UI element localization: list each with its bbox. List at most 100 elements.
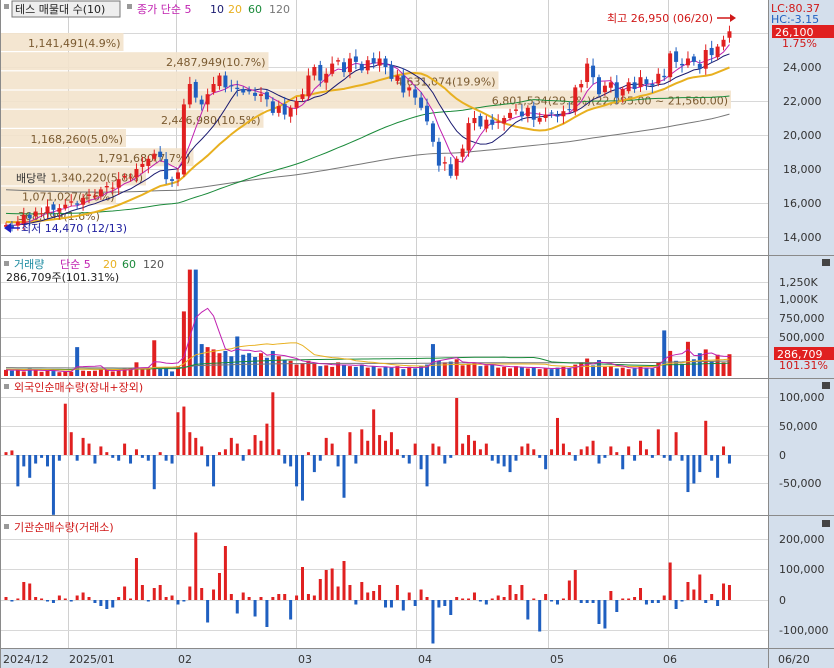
foreign-bar bbox=[603, 455, 607, 458]
close-icon[interactable] bbox=[822, 259, 830, 266]
candle bbox=[685, 58, 690, 66]
y-tick: 0 bbox=[779, 594, 786, 607]
institution-bar bbox=[544, 594, 548, 600]
institution-bar bbox=[75, 595, 79, 600]
panel-handle-icon[interactable] bbox=[4, 4, 9, 9]
volume-bar bbox=[98, 369, 103, 376]
x-tick: 06 bbox=[663, 653, 677, 666]
panel-handle-icon[interactable] bbox=[4, 384, 9, 389]
institution-bar bbox=[698, 574, 702, 600]
candle bbox=[668, 53, 673, 78]
institution-bar bbox=[609, 591, 613, 600]
foreign-bar bbox=[164, 455, 168, 461]
institution-bar bbox=[502, 597, 506, 600]
institution-bar bbox=[461, 598, 465, 600]
foreign-bar bbox=[247, 449, 251, 455]
volume-bar bbox=[448, 361, 453, 376]
ma10-label: 10 bbox=[210, 3, 224, 16]
foreign-bar bbox=[591, 440, 595, 455]
foreign-bar bbox=[639, 440, 643, 455]
volume-bar bbox=[620, 367, 625, 376]
volume-bar bbox=[324, 365, 329, 376]
vol-ma5-label: 단순 5 bbox=[60, 258, 91, 271]
volume-bar bbox=[69, 371, 74, 376]
price-title-box[interactable] bbox=[11, 0, 121, 18]
foreign-bar bbox=[656, 429, 660, 455]
panel-handle-icon[interactable] bbox=[4, 261, 9, 266]
foreign-bar bbox=[461, 443, 465, 455]
panel-handle-icon[interactable] bbox=[4, 524, 9, 529]
institution-bar bbox=[247, 597, 251, 600]
institution-bar bbox=[259, 597, 263, 600]
volume-bar bbox=[383, 366, 388, 376]
institution-bar bbox=[40, 598, 44, 600]
volume-bar bbox=[472, 363, 477, 376]
institution-bar bbox=[324, 570, 328, 600]
candle bbox=[205, 94, 210, 105]
foreign-bar bbox=[532, 449, 536, 455]
foreign-bar bbox=[69, 432, 73, 455]
candle bbox=[567, 109, 572, 111]
ma-handle-icon[interactable] bbox=[127, 4, 132, 9]
institution-bar bbox=[413, 600, 417, 606]
candle bbox=[389, 64, 394, 79]
candle bbox=[454, 158, 459, 176]
candle bbox=[591, 65, 596, 78]
candle bbox=[45, 206, 50, 214]
volume-bar bbox=[709, 361, 714, 376]
candle bbox=[33, 211, 38, 217]
foreign-bar bbox=[306, 452, 310, 455]
foreign-bar bbox=[336, 455, 340, 467]
profile-band bbox=[1, 71, 499, 90]
volume-bar bbox=[205, 347, 210, 376]
candle bbox=[253, 92, 258, 96]
volume-bar bbox=[567, 368, 572, 376]
foreign-bar bbox=[117, 455, 121, 461]
volume-bar bbox=[579, 362, 584, 376]
candle bbox=[294, 101, 299, 108]
foreign-bar bbox=[496, 455, 500, 464]
volume-bar bbox=[39, 371, 44, 376]
volume-bar bbox=[555, 367, 560, 376]
y-tick: 100,000 bbox=[779, 391, 825, 404]
institution-bar bbox=[644, 600, 648, 605]
candle bbox=[276, 106, 281, 113]
institution-bar bbox=[478, 600, 482, 602]
candle bbox=[579, 84, 584, 88]
institution-bar bbox=[407, 592, 411, 600]
y-tick: 50,000 bbox=[779, 420, 818, 433]
y-tick: 0 bbox=[779, 449, 786, 462]
foreign-bar bbox=[318, 455, 322, 461]
candle bbox=[318, 64, 323, 81]
institution-bar bbox=[212, 589, 216, 600]
close-icon[interactable] bbox=[822, 382, 830, 389]
foreign-bar bbox=[544, 455, 548, 470]
volume-bar bbox=[490, 364, 495, 376]
last-volume: 286,709 bbox=[777, 348, 823, 361]
foreign-bar bbox=[437, 446, 441, 455]
candle bbox=[270, 101, 275, 113]
foreign-bar bbox=[478, 449, 482, 455]
institution-bar bbox=[318, 579, 322, 600]
institution-bar bbox=[639, 588, 643, 600]
foreign-bar bbox=[555, 417, 559, 455]
foreign-bar bbox=[567, 452, 571, 455]
foreign-bar bbox=[259, 440, 263, 455]
candle bbox=[110, 187, 115, 189]
close-icon[interactable] bbox=[822, 520, 830, 527]
institution-bar bbox=[360, 582, 364, 600]
volume-bar bbox=[513, 366, 518, 376]
profile-band bbox=[1, 129, 126, 147]
candle bbox=[484, 119, 489, 129]
candle bbox=[87, 194, 92, 196]
volume-bar bbox=[543, 368, 548, 376]
foreign-bar bbox=[354, 455, 358, 464]
candle bbox=[98, 189, 103, 197]
institution-bar bbox=[401, 600, 405, 611]
institution-bar bbox=[348, 585, 352, 600]
volume-bar bbox=[122, 368, 127, 376]
volume-bar bbox=[365, 367, 370, 376]
candle bbox=[359, 63, 364, 71]
